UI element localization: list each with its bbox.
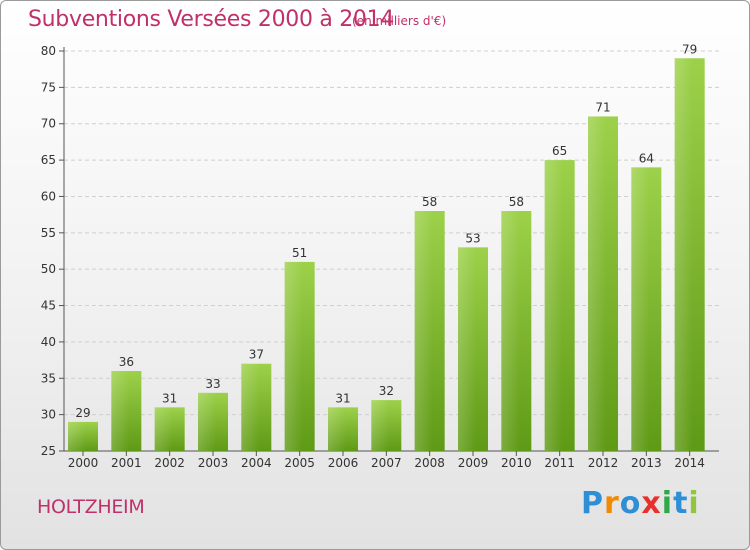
bar-shine: [328, 407, 358, 451]
bar-shine: [544, 160, 575, 451]
value-label-2005: 51: [292, 246, 307, 260]
logo-letter: i: [661, 486, 674, 521]
value-label-2009: 53: [465, 231, 480, 245]
logo-letter: x: [641, 486, 662, 521]
bar-shine: [588, 116, 618, 452]
value-label-2014: 79: [682, 42, 697, 56]
chart-subtitle: (en milliers d'€): [352, 14, 447, 28]
y-tick-label: 75: [41, 80, 56, 94]
value-label-2013: 64: [639, 151, 654, 165]
y-tick-label: 70: [41, 117, 56, 131]
value-label-2008: 58: [422, 195, 437, 209]
labels: 25 30 35 40 45 50 55 60 65 70 75 80 29 2000 36 2001 31 20…: [41, 42, 705, 470]
bar-shine: [458, 247, 488, 451]
bar-shine: [284, 261, 315, 451]
chart-title: Subventions Versées 2000 à 2014: [28, 7, 395, 32]
value-label-2011: 65: [552, 144, 567, 158]
logo-letter: o: [619, 486, 642, 521]
x-tick-label-2008: 2008: [414, 456, 445, 470]
logo-letter: i: [688, 486, 700, 521]
x-tick-label-2002: 2002: [154, 456, 185, 470]
x-tick-label-2005: 2005: [284, 456, 315, 470]
value-label-2010: 58: [509, 195, 524, 209]
x-tick-label-2001: 2001: [111, 456, 142, 470]
y-tick-label: 40: [41, 335, 56, 349]
bar-shine: [241, 363, 272, 451]
bar-shine: [631, 167, 662, 451]
x-tick-label-2007: 2007: [371, 456, 402, 470]
y-tick-label: 35: [41, 371, 56, 385]
commune-name: HOLTZHEIM: [37, 496, 145, 518]
logo-letter: t: [673, 486, 689, 521]
x-tick-label-2013: 2013: [631, 456, 662, 470]
bar-shine: [111, 371, 142, 451]
x-tick-label-2003: 2003: [198, 456, 229, 470]
y-tick-label: 65: [41, 153, 56, 167]
logo-letter: P: [581, 486, 604, 521]
bar-shine: [501, 211, 532, 451]
y-tick-label: 30: [41, 408, 56, 422]
x-tick-label-2006: 2006: [328, 456, 359, 470]
y-tick-label: 80: [41, 44, 56, 58]
y-tick-label: 50: [41, 262, 56, 276]
value-label-2007: 32: [379, 384, 394, 398]
proxiti-logo: Proxiti: [581, 486, 700, 521]
bar-shine: [198, 392, 228, 451]
value-label-2004: 37: [249, 348, 264, 362]
y-tick-label: 45: [41, 299, 56, 313]
bars: [68, 58, 705, 452]
value-label-2002: 31: [162, 391, 177, 405]
value-label-2012: 71: [595, 100, 610, 114]
x-tick-label-2014: 2014: [674, 456, 705, 470]
y-tick-label: 60: [41, 189, 56, 203]
value-label-2000: 29: [75, 406, 90, 420]
value-label-2006: 31: [335, 391, 350, 405]
y-tick-label: 25: [41, 444, 56, 458]
logo-letter: r: [604, 486, 620, 521]
x-tick-label-2012: 2012: [588, 456, 619, 470]
bar-shine: [371, 400, 402, 451]
y-tick-label: 55: [41, 226, 56, 240]
bar-shine: [674, 58, 705, 451]
x-tick-label-2004: 2004: [241, 456, 272, 470]
bar-shine: [154, 407, 185, 451]
bar-shine: [414, 211, 445, 451]
value-label-2001: 36: [119, 355, 134, 369]
x-tick-label-2011: 2011: [544, 456, 575, 470]
bar-shine: [68, 421, 98, 451]
value-label-2003: 33: [205, 377, 220, 391]
x-tick-label-2009: 2009: [458, 456, 489, 470]
x-tick-label-2010: 2010: [501, 456, 532, 470]
x-tick-label-2000: 2000: [68, 456, 99, 470]
